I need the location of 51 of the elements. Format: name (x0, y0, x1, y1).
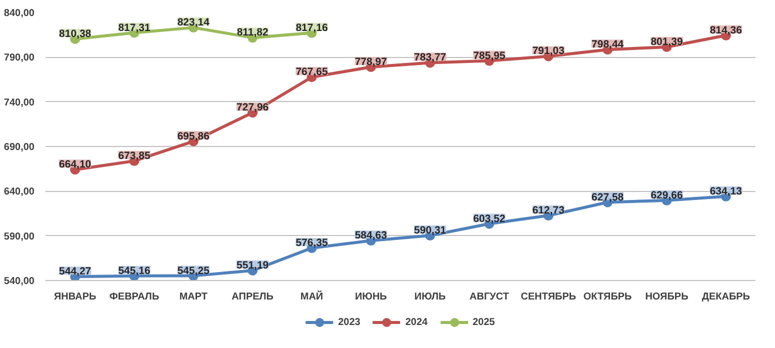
legend-label: 2024 (405, 316, 428, 328)
x-tick-label: НОЯБРЬ (645, 292, 688, 302)
data-label: 778,97 (354, 56, 388, 68)
y-tick-label: 540,00 (4, 276, 35, 287)
y-tick-label: 840,00 (4, 8, 35, 19)
data-label: 695,86 (177, 130, 210, 142)
y-tick-label: 640,00 (4, 186, 35, 198)
legend-label: 2025 (472, 316, 495, 328)
y-tick-label: 740,00 (4, 97, 35, 108)
data-label: 673,85 (118, 150, 150, 162)
data-label: 544,27 (59, 266, 92, 278)
data-label: 664,10 (59, 158, 92, 171)
x-tick-label: СЕНТЯБРЬ (520, 292, 576, 302)
data-label: 823,14 (177, 16, 210, 29)
data-label: 584,63 (354, 230, 388, 242)
x-tick-label: ОКТЯБРЬ (583, 292, 632, 302)
data-label: 810,38 (59, 28, 92, 40)
data-label: 627,58 (592, 191, 624, 204)
data-label: 727,96 (236, 102, 269, 114)
x-tick-label: АПРЕЛЬ (232, 292, 274, 302)
data-label: 817,16 (296, 22, 328, 34)
legend-label: 2023 (338, 316, 360, 328)
data-label: 629,66 (650, 189, 683, 202)
data-label: 814,36 (710, 24, 742, 36)
data-label: 767,65 (296, 66, 328, 78)
y-tick-label: 590,00 (4, 231, 35, 242)
x-tick-label: ДЕКАБРЬ (702, 292, 750, 302)
x-tick-label: ИЮНЬ (354, 292, 387, 302)
y-tick-label: 690,00 (4, 142, 35, 153)
data-label: 590,31 (414, 224, 446, 237)
data-label: 612,73 (532, 204, 565, 217)
data-label: 785,95 (473, 50, 506, 62)
data-label: 811,82 (236, 26, 269, 39)
data-label: 634,13 (710, 185, 742, 198)
x-tick-label: МАРТ (179, 292, 208, 302)
data-label: 545,16 (118, 264, 150, 277)
data-label: 798,44 (592, 38, 624, 51)
x-tick-label: ФЕВРАЛЬ (109, 292, 160, 302)
data-label: 817,31 (118, 22, 150, 34)
x-tick-label: ЯНВАРЬ (54, 292, 96, 302)
data-label: 576,35 (296, 237, 328, 250)
data-label: 791,03 (532, 45, 565, 58)
data-label: 545,25 (177, 264, 210, 277)
data-label: 603,52 (473, 212, 506, 225)
y-tick-label: 790,00 (4, 52, 35, 64)
x-tick-label: МАЙ (300, 290, 324, 302)
x-tick-label: ИЮЛЬ (414, 292, 446, 302)
x-tick-label: АВГУСТ (470, 292, 509, 302)
data-label: 783,77 (414, 52, 446, 64)
data-label: 801,39 (650, 36, 683, 48)
data-label: 551,19 (236, 260, 269, 272)
